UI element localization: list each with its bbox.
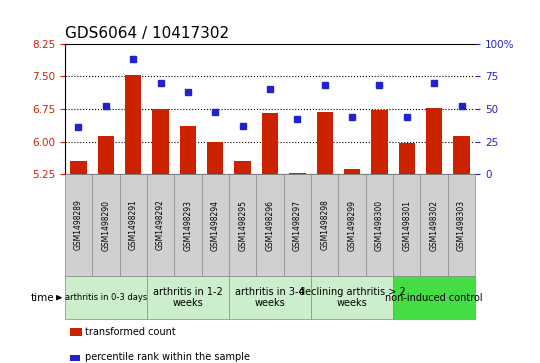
- Text: GSM1498297: GSM1498297: [293, 200, 302, 250]
- Bar: [393, 174, 421, 276]
- Bar: [147, 174, 174, 276]
- Text: GSM1498293: GSM1498293: [184, 200, 192, 250]
- Bar: [65, 276, 147, 319]
- Text: arthritis in 1-2
weeks: arthritis in 1-2 weeks: [153, 287, 223, 309]
- Bar: [92, 174, 119, 276]
- Bar: [339, 174, 366, 276]
- Bar: [229, 276, 311, 319]
- Text: GSM1498294: GSM1498294: [211, 200, 220, 250]
- Text: declining arthritis > 2
weeks: declining arthritis > 2 weeks: [299, 287, 406, 309]
- Text: GSM1498289: GSM1498289: [74, 200, 83, 250]
- Bar: [256, 174, 284, 276]
- Bar: [344, 168, 360, 174]
- Bar: [262, 113, 278, 174]
- Text: time: time: [30, 293, 54, 303]
- Bar: [366, 174, 393, 276]
- Bar: [453, 136, 470, 174]
- Bar: [448, 174, 475, 276]
- Bar: [284, 174, 311, 276]
- Bar: [65, 174, 92, 276]
- Bar: [371, 110, 388, 174]
- Text: arthritis in 0-3 days: arthritis in 0-3 days: [65, 293, 147, 302]
- Text: non-induced control: non-induced control: [386, 293, 483, 303]
- Bar: [119, 174, 147, 276]
- Bar: [174, 174, 201, 276]
- Text: arthritis in 3-4
weeks: arthritis in 3-4 weeks: [235, 287, 305, 309]
- Bar: [201, 174, 229, 276]
- Bar: [229, 174, 256, 276]
- Bar: [289, 173, 306, 174]
- Text: GDS6064 / 10417302: GDS6064 / 10417302: [65, 26, 229, 41]
- Text: GSM1498291: GSM1498291: [129, 200, 138, 250]
- Text: GSM1498295: GSM1498295: [238, 200, 247, 250]
- Text: GSM1498303: GSM1498303: [457, 200, 466, 250]
- Text: percentile rank within the sample: percentile rank within the sample: [85, 352, 251, 362]
- Text: GSM1498301: GSM1498301: [402, 200, 411, 250]
- Bar: [152, 109, 169, 174]
- Bar: [311, 174, 339, 276]
- Bar: [393, 276, 475, 319]
- Bar: [70, 161, 87, 174]
- Bar: [311, 276, 393, 319]
- Text: GSM1498299: GSM1498299: [348, 200, 356, 250]
- Text: GSM1498290: GSM1498290: [102, 200, 110, 250]
- Bar: [125, 76, 141, 174]
- Bar: [234, 161, 251, 174]
- Text: GSM1498296: GSM1498296: [266, 200, 274, 250]
- Text: GSM1498300: GSM1498300: [375, 200, 384, 250]
- Bar: [421, 174, 448, 276]
- Text: transformed count: transformed count: [85, 327, 176, 337]
- Text: GSM1498302: GSM1498302: [430, 200, 438, 250]
- Bar: [180, 126, 196, 174]
- Text: GSM1498292: GSM1498292: [156, 200, 165, 250]
- Bar: [98, 136, 114, 174]
- Bar: [426, 107, 442, 174]
- Bar: [207, 142, 224, 174]
- Bar: [147, 276, 229, 319]
- Bar: [316, 112, 333, 174]
- Text: GSM1498298: GSM1498298: [320, 200, 329, 250]
- Bar: [399, 143, 415, 174]
